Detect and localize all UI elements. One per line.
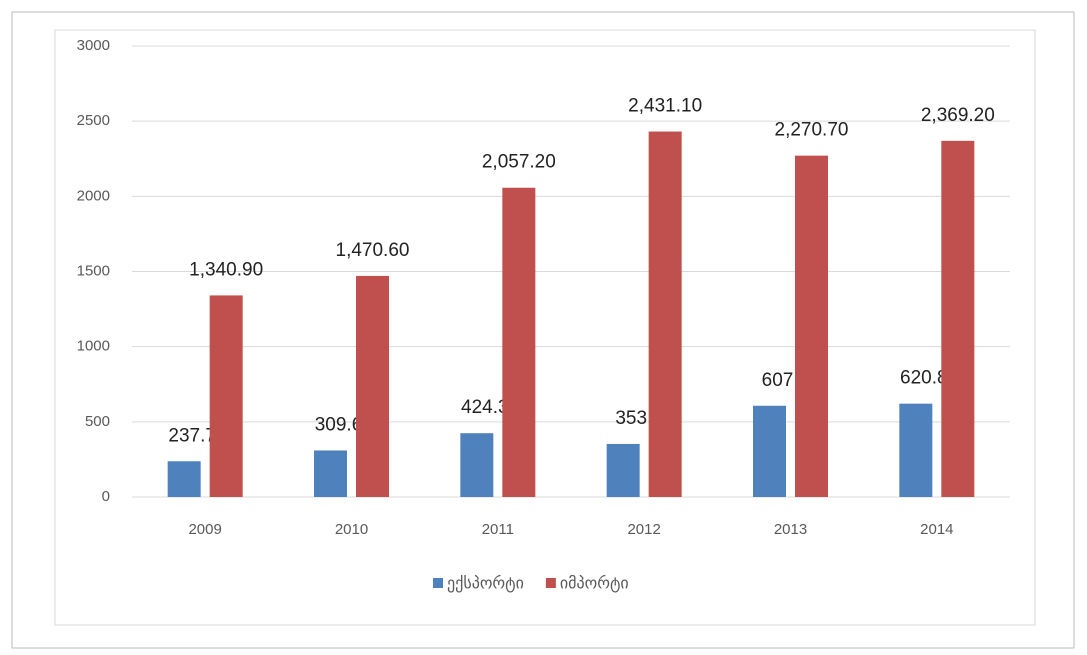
legend-label: ექსპორტი — [447, 574, 524, 593]
legend-swatch — [545, 578, 556, 588]
bar — [167, 461, 201, 497]
data-label: 353 — [615, 408, 647, 429]
x-tick-label: 2010 — [335, 521, 368, 538]
legend-label: იმპორტი — [560, 574, 629, 593]
bar — [502, 187, 536, 498]
bar — [648, 131, 682, 497]
data-label: 607 — [762, 370, 794, 391]
bar — [795, 155, 828, 497]
data-label: 1,470.60 — [336, 240, 410, 261]
bar — [899, 403, 933, 497]
y-tick-label: 500 — [85, 413, 110, 430]
bar — [356, 275, 389, 497]
y-tick-label: 3000 — [77, 37, 110, 54]
data-label: 2,270.70 — [775, 120, 849, 141]
bar — [314, 450, 347, 497]
bar — [606, 443, 640, 497]
data-label: 424.3 — [461, 397, 509, 418]
y-tick-label: 2500 — [77, 112, 110, 129]
x-tick-label: 2013 — [774, 521, 807, 538]
y-tick-label: 1500 — [77, 262, 110, 279]
x-tick-label: 2009 — [188, 521, 221, 538]
data-label: 2,369.20 — [921, 105, 995, 126]
data-label: 309.6 — [315, 414, 363, 435]
bar — [941, 140, 975, 497]
data-label: 1,340.90 — [189, 259, 263, 280]
y-tick-label: 1000 — [77, 338, 110, 355]
bar — [460, 433, 494, 497]
y-tick-label: 2000 — [77, 187, 110, 204]
x-tick-label: 2014 — [920, 521, 953, 538]
legend-swatch — [433, 578, 443, 588]
x-tick-label: 2012 — [627, 521, 660, 538]
bar — [209, 295, 243, 497]
data-label: 620.8 — [900, 368, 948, 389]
data-label: 237.7 — [168, 425, 216, 446]
bar — [753, 405, 786, 497]
x-tick-label: 2011 — [482, 521, 514, 538]
y-tick-label: 0 — [102, 488, 110, 505]
data-label: 2,431.10 — [628, 96, 702, 117]
data-label: 2,057.20 — [482, 152, 556, 173]
